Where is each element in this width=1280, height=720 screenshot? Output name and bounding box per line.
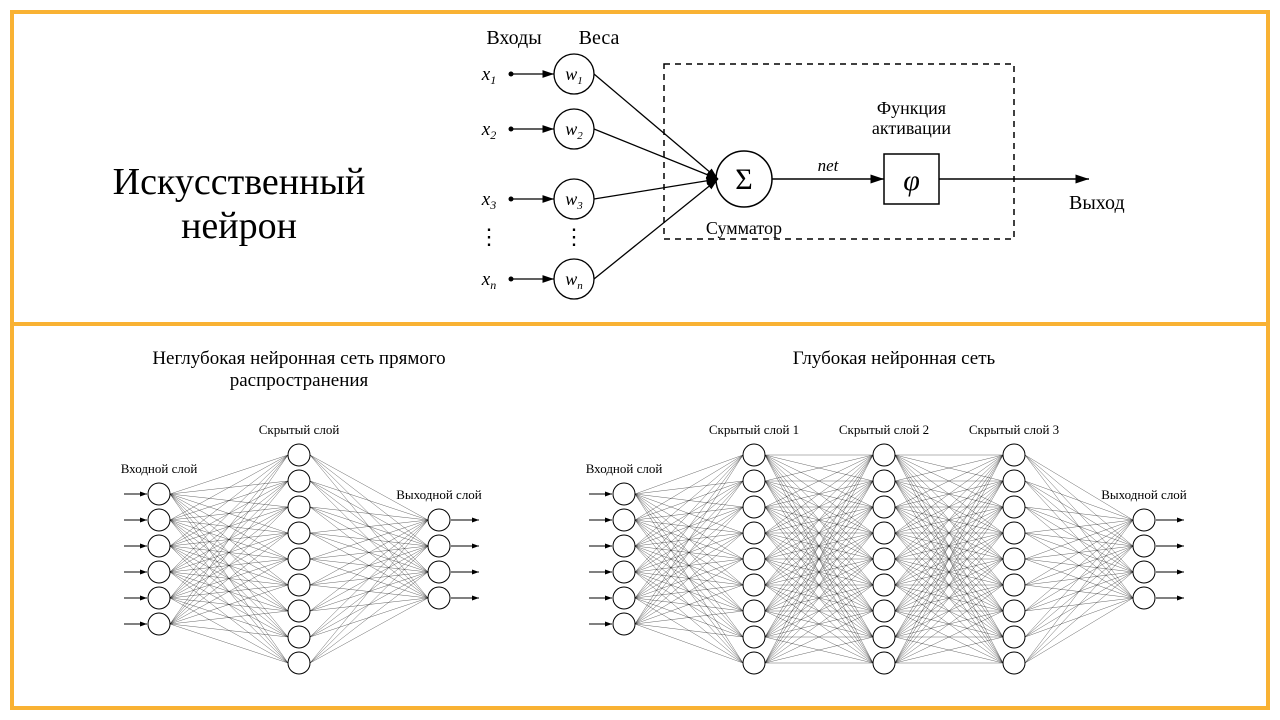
svg-text:Входной слой: Входной слой: [121, 461, 198, 476]
neuron-title: Искусственныйнейрон: [113, 161, 366, 247]
svg-text:x2: x2: [481, 119, 496, 142]
svg-text:Скрытый слой 1: Скрытый слой 1: [709, 422, 799, 437]
svg-text:xn: xn: [481, 269, 496, 292]
svg-text:Выход: Выход: [1069, 192, 1125, 214]
svg-text:x3: x3: [481, 189, 496, 212]
svg-text:Выходной слой: Выходной слой: [1101, 487, 1187, 502]
svg-text:Скрытый слой: Скрытый слой: [259, 422, 340, 437]
shallow-title-line2: распространения: [230, 370, 369, 391]
shallow-network-diagram: Неглубокая нейронная сеть прямого распро…: [64, 334, 534, 714]
svg-text:Выходной слой: Выходной слой: [396, 487, 482, 502]
neuron-diagram: Искусственныйнейрон Входы Веса Σ Сумматор φ Ф…: [14, 14, 1266, 322]
svg-text:⋮: ⋮: [563, 224, 585, 249]
svg-text:Функция: Функция: [877, 98, 946, 118]
svg-text:Скрытый слой 3: Скрытый слой 3: [969, 422, 1059, 437]
svg-text:Входной слой: Входной слой: [586, 461, 663, 476]
svg-text:активации: активации: [872, 118, 952, 138]
svg-text:Входы: Входы: [486, 27, 541, 49]
svg-text:⋮: ⋮: [478, 224, 500, 249]
deep-title: Глубокая нейронная сеть: [793, 348, 996, 369]
deep-network-diagram: Глубокая нейронная сеть Входной слой Скры…: [554, 334, 1254, 714]
svg-text:φ: φ: [903, 164, 920, 197]
slide-frame: Искусственныйнейрон Входы Веса Σ Сумматор φ Ф…: [10, 10, 1270, 710]
svg-text:net: net: [818, 156, 840, 175]
svg-text:Σ: Σ: [735, 163, 752, 196]
svg-text:x1: x1: [481, 64, 496, 87]
svg-text:Сумматор: Сумматор: [706, 218, 782, 238]
svg-text:Скрытый слой 2: Скрытый слой 2: [839, 422, 929, 437]
shallow-title-line1: Неглубокая нейронная сеть прямого: [152, 348, 445, 369]
horizontal-divider: [14, 322, 1266, 326]
svg-text:Веса: Веса: [579, 27, 620, 49]
